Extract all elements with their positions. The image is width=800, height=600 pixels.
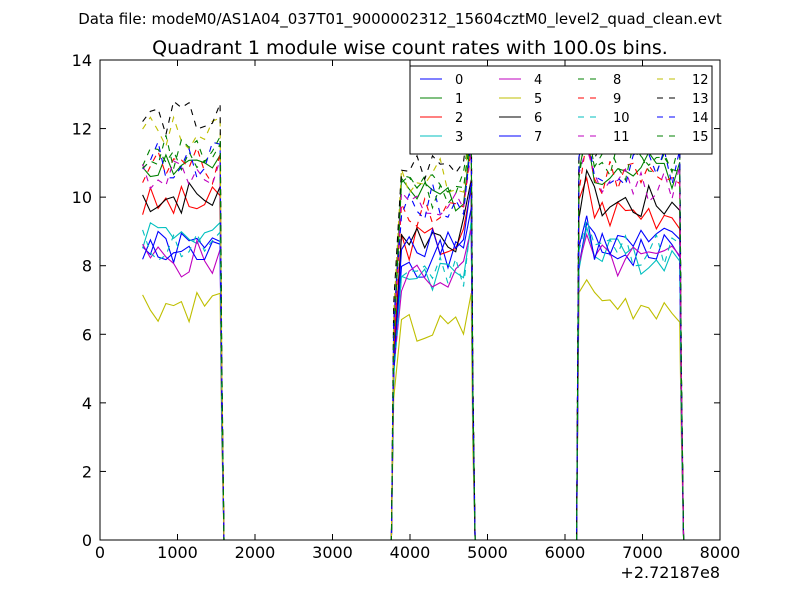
legend-box	[409, 65, 713, 155]
legend-label-1: 1	[455, 92, 463, 107]
legend-label-14: 14	[692, 111, 709, 126]
legend-label-15: 15	[692, 130, 709, 145]
x-tick-label: 4000	[390, 543, 431, 562]
legend-label-5: 5	[534, 92, 542, 107]
chart-title: Quadrant 1 module wise count rates with …	[152, 37, 668, 59]
legend-label-12: 12	[692, 73, 709, 88]
x-tick-label: 0	[95, 543, 105, 562]
x-tick-label: 3000	[312, 543, 353, 562]
x-tick-label: 8000	[700, 543, 741, 562]
legend-label-9: 9	[613, 92, 621, 107]
x-tick-label: 7000	[622, 543, 663, 562]
series-line-13	[142, 98, 685, 540]
y-tick-label: 6	[82, 325, 92, 344]
legend-label-6: 6	[534, 111, 542, 126]
series-line-11	[142, 145, 685, 540]
series-line-6	[142, 168, 685, 540]
series-line-4	[142, 228, 685, 540]
series-line-3	[142, 221, 685, 540]
series-line-7	[142, 183, 685, 540]
legend-label-13: 13	[692, 92, 709, 107]
y-tick-label: 10	[72, 188, 92, 207]
legend-label-2: 2	[455, 111, 463, 126]
x-tick-label: 6000	[545, 543, 586, 562]
legend-label-10: 10	[613, 111, 630, 126]
y-tick-label: 4	[82, 394, 92, 413]
chart-suptitle: Data file: modeM0/AS1A04_037T01_90000023…	[78, 10, 722, 29]
x-tick-label: 5000	[467, 543, 508, 562]
series-line-1	[142, 132, 685, 540]
x-tick-label: 1000	[157, 543, 198, 562]
series-line-12	[142, 106, 685, 540]
series-line-5	[142, 278, 685, 540]
legend-label-0: 0	[455, 73, 463, 88]
y-tick-label: 0	[82, 531, 92, 550]
legend-label-11: 11	[613, 130, 630, 145]
series-layer	[142, 98, 685, 540]
series-line-10	[142, 217, 685, 540]
y-tick-label: 8	[82, 257, 92, 276]
x-tick-label: 2000	[235, 543, 276, 562]
legend-label-3: 3	[455, 130, 463, 145]
axes: 0 1000 2000 3000 4000 5000 6000 7000 80000246810…	[72, 51, 741, 562]
series-line-9	[142, 140, 685, 540]
legend-label-8: 8	[613, 73, 621, 88]
y-tick-label: 12	[72, 120, 92, 139]
legend-label-4: 4	[534, 73, 542, 88]
legend-label-7: 7	[534, 130, 542, 145]
x-offset-label: +2.72187e8	[620, 563, 720, 582]
y-tick-label: 14	[72, 51, 92, 70]
series-line-14	[142, 128, 685, 540]
y-tick-label: 2	[82, 462, 92, 481]
